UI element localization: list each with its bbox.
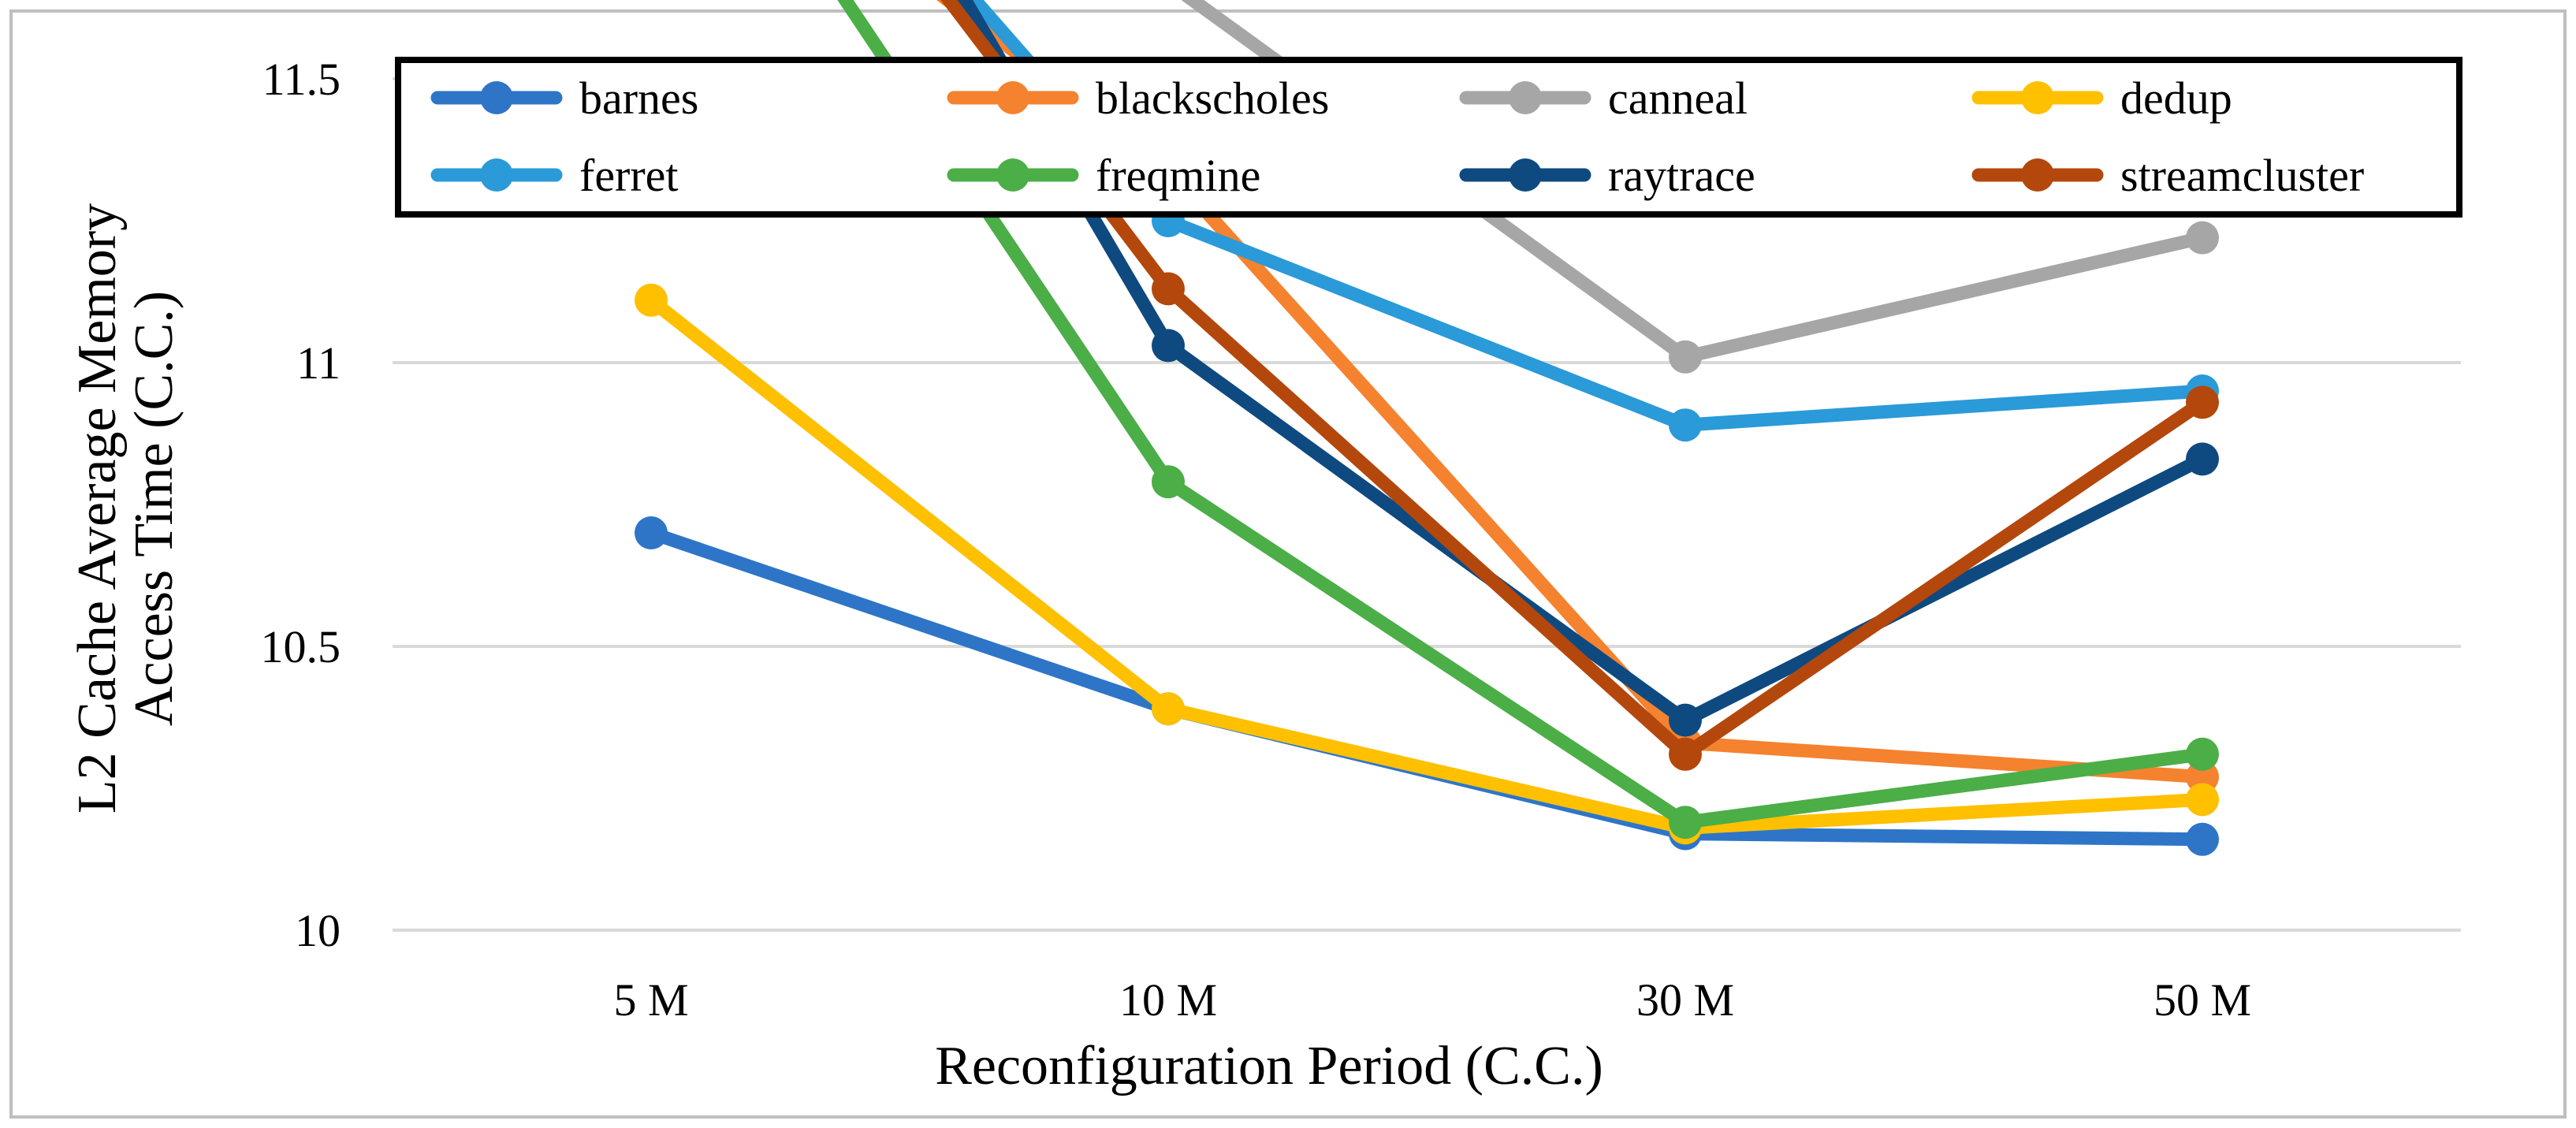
y-axis-title-line2: Access Time (C.C.): [124, 291, 184, 726]
y-tick-label: 11.5: [262, 54, 341, 105]
series-streamcluster: [940, 0, 2219, 771]
data-point-canneal: [1669, 340, 1702, 374]
series-ferret: [966, 0, 2219, 442]
y-axis-title: L2 Cache Average Memory Access Time (C.C…: [67, 203, 184, 813]
data-point-freqmine: [2186, 737, 2219, 771]
legend-swatch-marker: [480, 81, 513, 114]
series-raytrace: [957, 0, 2219, 737]
data-point-barnes: [2186, 822, 2219, 856]
legend-swatch-marker: [1509, 81, 1542, 114]
legend-item-barnes: barnes: [430, 73, 698, 124]
data-point-dedup: [1152, 692, 1185, 726]
data-point-barnes: [635, 516, 668, 549]
data-point-freqmine: [1669, 806, 1702, 839]
legend: barnes blackscholes canneal dedup ferret freq…: [395, 57, 2462, 218]
legend-item-freqmine: freqmine: [947, 150, 1260, 201]
legend-label: streamcluster: [2120, 150, 2364, 201]
y-axis-title-line1: L2 Cache Average Memory: [67, 203, 128, 813]
y-tick-label: 11: [296, 337, 341, 389]
series-line-ferret: [966, 0, 2209, 432]
legend-item-streamcluster: streamcluster: [1971, 150, 2364, 201]
data-point-raytrace: [1152, 329, 1185, 363]
x-tick-label: 10 M: [1119, 974, 1217, 1026]
data-point-streamcluster: [1669, 737, 1702, 771]
legend-item-canneal: canneal: [1459, 73, 1748, 124]
data-point-blackscholes: [2186, 760, 2219, 794]
x-tick-label: 30 M: [1636, 974, 1734, 1026]
legend-label: raytrace: [1608, 150, 1755, 201]
legend-item-blackscholes: blackscholes: [947, 73, 1329, 124]
y-tick-label: 10.5: [261, 621, 341, 672]
series-line-dedup: [644, 293, 2209, 835]
data-point-streamcluster: [1152, 272, 1185, 306]
legend-item-raytrace: raytrace: [1459, 150, 1755, 201]
legend-label: blackscholes: [1096, 73, 1329, 124]
legend-swatch-marker: [996, 81, 1029, 114]
series-line-streamcluster: [940, 0, 2209, 761]
legend-swatch-marker: [2021, 81, 2054, 114]
legend-swatch-marker: [480, 158, 513, 192]
y-tick-label: 10: [295, 905, 341, 956]
x-tick-label: 5 M: [613, 974, 688, 1026]
data-point-raytrace: [1669, 703, 1702, 737]
legend-item-ferret: ferret: [430, 150, 679, 201]
data-point-ferret: [1669, 408, 1702, 442]
legend-swatch-marker: [1509, 158, 1542, 192]
data-point-raytrace: [2186, 442, 2219, 476]
series-line-raytrace: [957, 0, 2209, 728]
legend-label: ferret: [579, 150, 679, 201]
data-point-dedup: [635, 283, 668, 317]
legend-label: freqmine: [1096, 150, 1260, 201]
legend-item-dedup: dedup: [1971, 73, 2232, 124]
x-axis-title: Reconfiguration Period (C.C.): [935, 1036, 1603, 1096]
x-axis-ticks: 5 M 10 M 30 M 50 M: [613, 974, 2251, 1026]
series-line-blackscholes: [936, 0, 2209, 784]
x-tick-label: 50 M: [2153, 974, 2251, 1026]
legend-label: barnes: [579, 73, 698, 124]
legend-swatch-marker: [2021, 158, 2054, 192]
data-point-freqmine: [1152, 465, 1185, 499]
legend-label: canneal: [1608, 73, 1748, 124]
legend-label: dedup: [2120, 73, 2232, 124]
data-point-dedup: [2186, 783, 2219, 817]
data-point-streamcluster: [2186, 385, 2219, 419]
legend-swatch-marker: [996, 158, 1029, 192]
data-point-canneal: [2186, 221, 2219, 255]
legend-box: [395, 57, 2462, 218]
